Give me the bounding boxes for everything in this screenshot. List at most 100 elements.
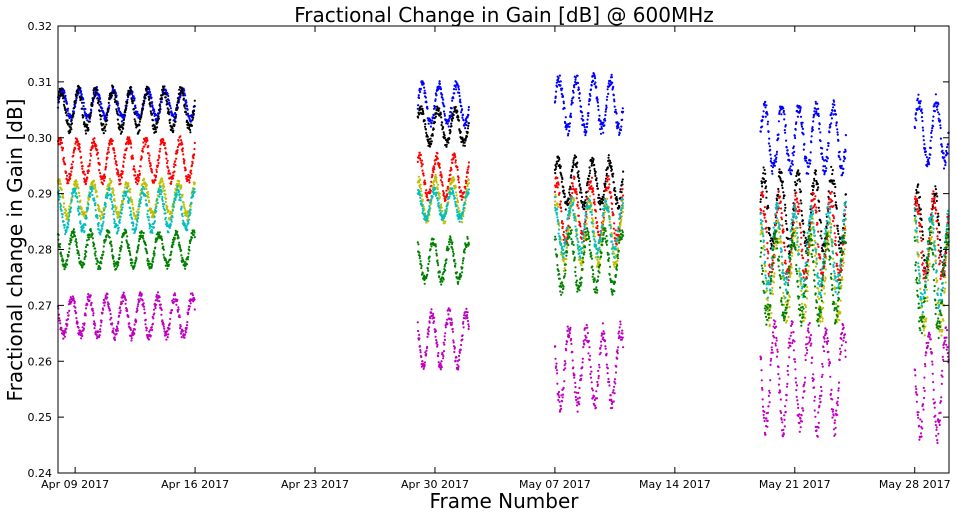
data-point bbox=[833, 192, 836, 195]
data-point bbox=[445, 143, 448, 146]
data-point bbox=[151, 106, 154, 109]
data-point bbox=[71, 116, 74, 119]
data-point bbox=[828, 235, 832, 238]
data-point bbox=[67, 218, 70, 221]
data-point bbox=[611, 175, 614, 178]
data-point bbox=[112, 147, 115, 150]
data-point bbox=[420, 190, 423, 193]
data-point bbox=[763, 206, 767, 209]
data-point bbox=[791, 163, 795, 166]
data-point bbox=[762, 166, 765, 169]
data-point bbox=[918, 102, 922, 105]
data-point bbox=[433, 121, 437, 124]
data-point bbox=[615, 243, 619, 246]
data-point bbox=[596, 224, 599, 228]
data-point bbox=[837, 139, 840, 142]
data-point bbox=[142, 102, 145, 105]
data-point bbox=[450, 111, 453, 114]
data-point bbox=[799, 199, 802, 202]
data-point bbox=[112, 191, 115, 194]
data-point bbox=[936, 235, 939, 238]
data-point bbox=[104, 165, 108, 168]
chart-title: Fractional Change in Gain [dB] @ 600MHz bbox=[294, 3, 714, 27]
data-point bbox=[579, 225, 582, 228]
data-point bbox=[457, 85, 460, 88]
data-point bbox=[113, 157, 116, 160]
data-point bbox=[119, 182, 122, 185]
data-point bbox=[607, 156, 610, 159]
data-point bbox=[164, 193, 167, 196]
data-point bbox=[921, 126, 924, 129]
data-point bbox=[799, 223, 802, 227]
data-point bbox=[58, 178, 61, 181]
data-point bbox=[128, 191, 132, 194]
data-point bbox=[79, 150, 82, 153]
data-point bbox=[145, 184, 148, 187]
data-point bbox=[155, 174, 158, 177]
data-point bbox=[113, 151, 116, 154]
data-point bbox=[76, 200, 79, 203]
data-point bbox=[926, 296, 929, 299]
data-point bbox=[607, 92, 610, 95]
data-point bbox=[151, 119, 155, 122]
data-point bbox=[157, 161, 160, 165]
data-point bbox=[147, 87, 150, 90]
data-point bbox=[424, 182, 427, 185]
data-point bbox=[75, 192, 78, 195]
data-point bbox=[929, 139, 932, 142]
data-point bbox=[932, 190, 935, 193]
data-point bbox=[763, 216, 766, 219]
data-point bbox=[426, 107, 429, 110]
data-point bbox=[459, 98, 462, 101]
data-point bbox=[613, 105, 616, 108]
data-point bbox=[595, 96, 599, 99]
data-point bbox=[110, 180, 113, 183]
data-point bbox=[836, 128, 839, 131]
data-point bbox=[577, 207, 580, 210]
data-point bbox=[580, 195, 584, 199]
data-point bbox=[814, 195, 817, 198]
data-point bbox=[123, 156, 126, 160]
data-point bbox=[928, 249, 931, 253]
data-point bbox=[446, 185, 450, 188]
data-point bbox=[163, 185, 166, 188]
data-point bbox=[159, 147, 162, 150]
data-point bbox=[841, 264, 844, 268]
data-point bbox=[940, 249, 943, 252]
data-point bbox=[165, 157, 168, 160]
data-point bbox=[822, 306, 825, 309]
data-point bbox=[441, 96, 444, 99]
data-point bbox=[148, 97, 151, 100]
data-point bbox=[438, 196, 441, 199]
data-point bbox=[89, 154, 93, 157]
data-point bbox=[616, 121, 619, 124]
data-point bbox=[131, 92, 134, 95]
data-point bbox=[454, 186, 457, 189]
data-point bbox=[822, 271, 825, 274]
data-point bbox=[616, 199, 619, 202]
data-point bbox=[928, 265, 931, 268]
data-point bbox=[942, 319, 945, 322]
data-point bbox=[805, 156, 808, 160]
data-point bbox=[766, 113, 769, 116]
data-point bbox=[799, 107, 802, 110]
data-point bbox=[775, 199, 779, 202]
data-point bbox=[97, 99, 100, 103]
data-point bbox=[181, 193, 184, 196]
data-point bbox=[800, 214, 804, 217]
data-point bbox=[820, 313, 823, 316]
data-point bbox=[933, 110, 937, 113]
data-point bbox=[161, 178, 164, 181]
data-point bbox=[108, 143, 111, 146]
data-point bbox=[136, 182, 139, 186]
data-point bbox=[425, 189, 428, 192]
data-point bbox=[94, 204, 97, 207]
data-point bbox=[463, 144, 466, 147]
data-point bbox=[92, 89, 95, 92]
data-point bbox=[818, 200, 821, 203]
data-point bbox=[599, 120, 602, 123]
data-point bbox=[427, 122, 430, 125]
data-point bbox=[560, 206, 563, 210]
data-point bbox=[831, 199, 834, 203]
data-point bbox=[459, 101, 462, 104]
